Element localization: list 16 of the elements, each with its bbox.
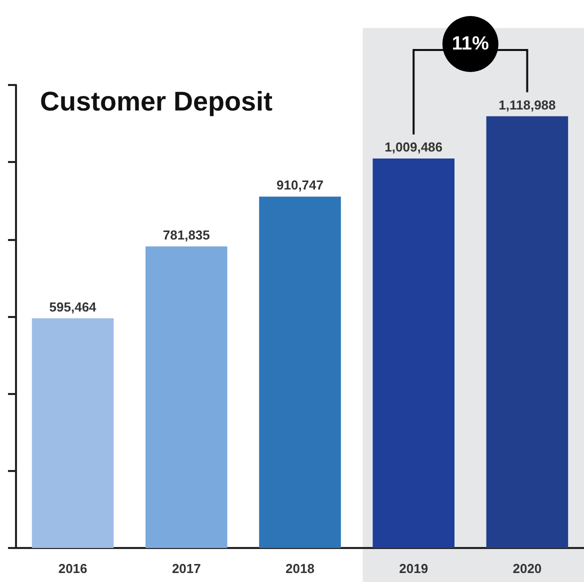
data-label: 1,118,988 <box>498 97 556 112</box>
bar <box>259 196 341 548</box>
bar <box>146 246 228 548</box>
x-tick-label: 2016 <box>58 561 88 576</box>
data-label: 595,464 <box>49 299 98 314</box>
x-tick-label: 2019 <box>399 561 428 576</box>
data-label: 781,835 <box>162 227 210 242</box>
x-tick-label: 2018 <box>286 561 314 576</box>
x-tick-label: 2017 <box>172 561 201 576</box>
text: 11% <box>452 34 489 54</box>
bar <box>372 158 454 548</box>
chart-title: Customer Deposit <box>40 86 273 116</box>
bar <box>32 318 114 548</box>
data-label: 910,747 <box>276 178 324 193</box>
data-label: 1,009,486 <box>384 140 443 155</box>
x-tick-label: 2020 <box>512 561 542 576</box>
